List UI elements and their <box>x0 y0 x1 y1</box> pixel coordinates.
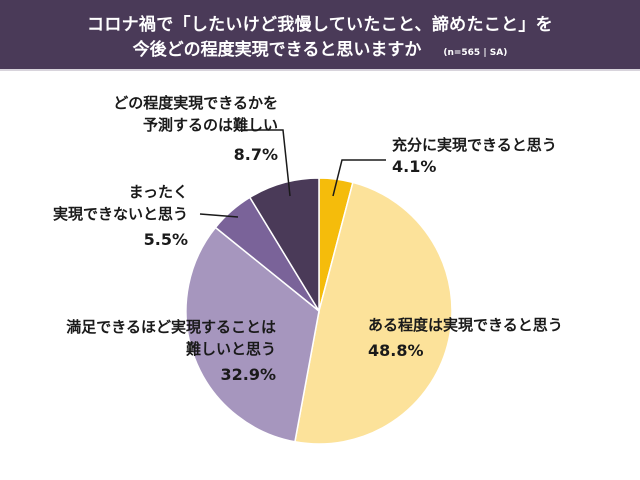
slice-somewhat <box>294 181 453 445</box>
chart-title-line2: 今後どの程度実現できると思いますか (n=565 | SA) <box>132 40 508 60</box>
chart-title-line1: コロナ禍で「したいけど我慢していたこと、諦めたこと」を <box>87 15 553 35</box>
leader-line <box>199 213 239 218</box>
leader-line <box>332 159 386 197</box>
label-somewhat-realizable: ある程度は実現できると思う 48.8% <box>368 316 563 360</box>
chart-header: コロナ禍で「したいけど我慢していたこと、諦めたこと」を 今後どの程度実現できると… <box>0 0 640 71</box>
label-hard-to-predict: どの程度実現できるかを 予測するのは難しい 8.7% <box>113 94 278 164</box>
slice-hard-to-predict <box>248 177 320 314</box>
label-hard-to-satisfy: 満足できるほど実現することは 難しいと思う 32.9% <box>66 318 276 384</box>
label-not-realizable: まったく 実現できないと思う 5.5% <box>52 183 188 249</box>
leader-line <box>240 129 291 197</box>
sample-note: (n=565 | SA) <box>443 48 508 58</box>
slice-hard-to-satisfy <box>185 226 320 443</box>
label-fully-realizable: 充分に実現できると思う 4.1% <box>392 136 557 176</box>
